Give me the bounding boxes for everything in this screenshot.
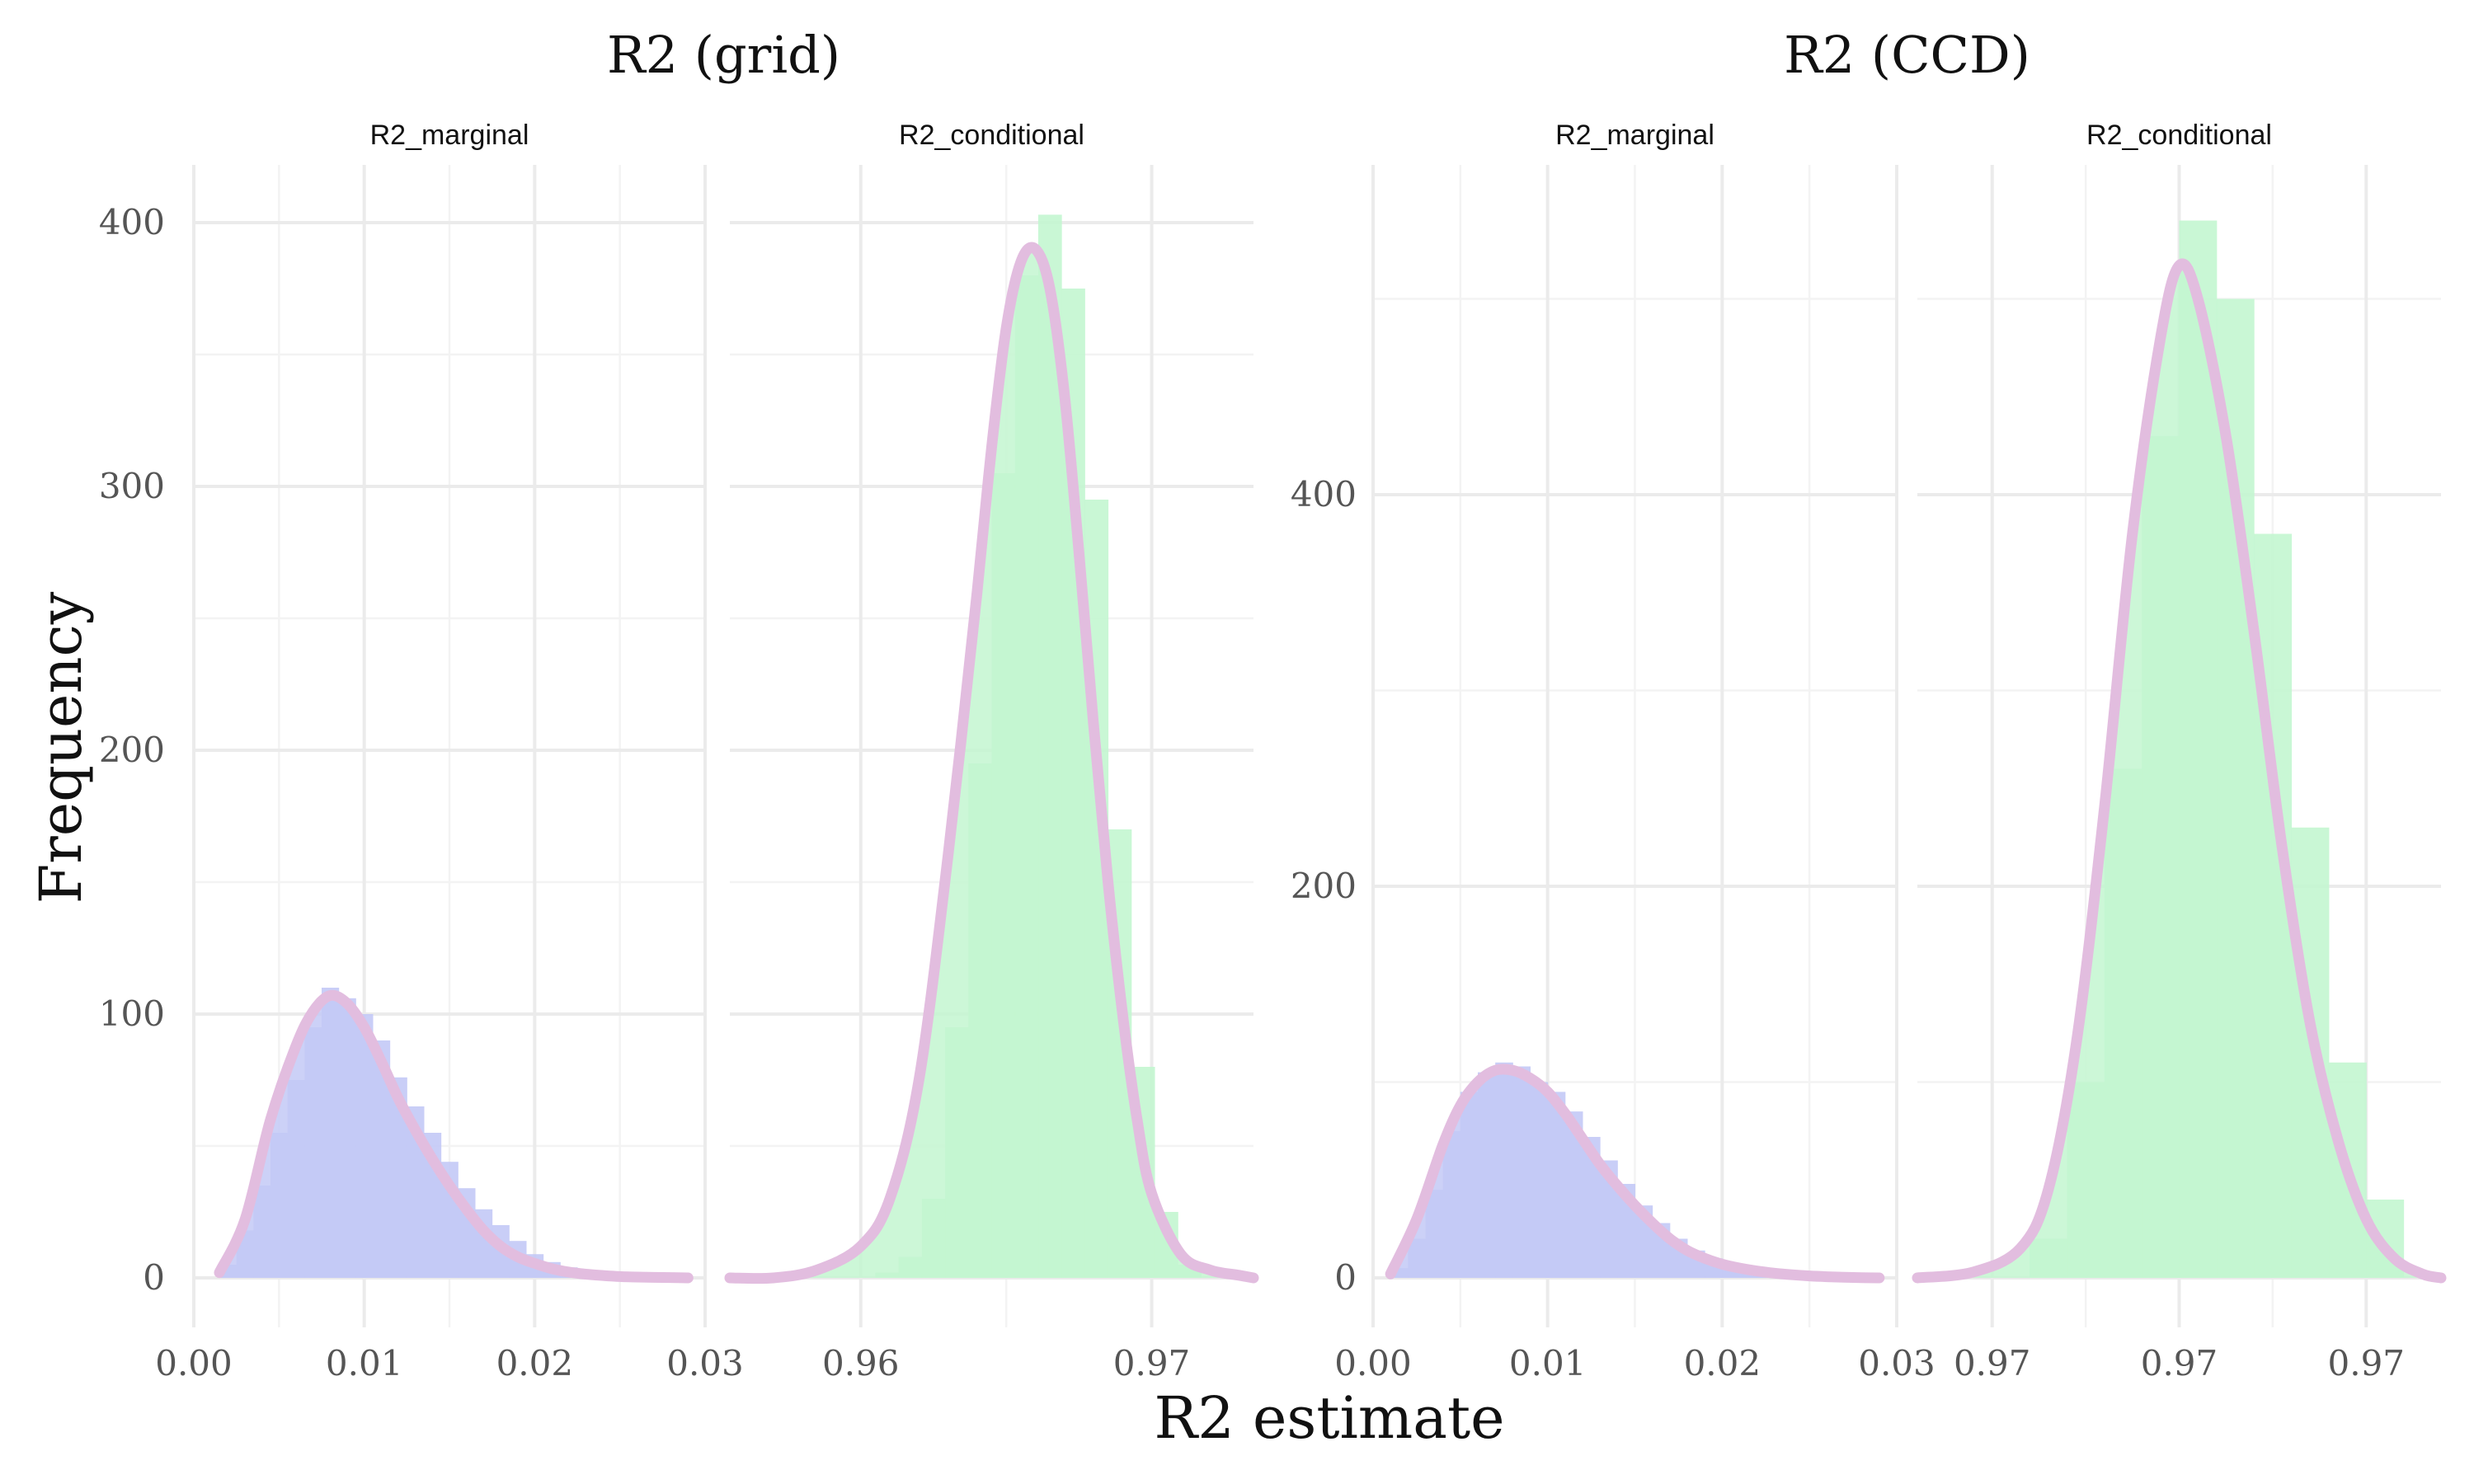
facet-r2-marginal: R2_marginal 0.00 0.01 0.02 0.03 xyxy=(155,120,744,1383)
x-tick-label: 0.02 xyxy=(496,1343,574,1383)
x-tick-label: 0.01 xyxy=(326,1343,403,1383)
chart-group-2: R2 (CCD) 0 200 400 R2_marginal 0.00 0.01 0.02 0.… xyxy=(1291,25,2447,1383)
facet-r2-conditional: R2_conditional 0.97 0.97 0.97 xyxy=(1912,120,2447,1383)
density-area xyxy=(1390,1070,1879,1278)
x-axis-title: R2 estimate xyxy=(1154,1384,1504,1452)
x-tick-label: 0.00 xyxy=(155,1343,233,1383)
y-tick-label: 300 xyxy=(99,466,165,506)
facet-title: R2_marginal xyxy=(1555,120,1714,151)
x-tick-label: 0.03 xyxy=(666,1343,744,1383)
y-tick-label: 400 xyxy=(1291,474,1357,514)
x-tick-label: 0.97 xyxy=(2141,1343,2218,1383)
x-tick-label: 0.97 xyxy=(1954,1343,2031,1383)
x-tick-label: 0.01 xyxy=(1509,1343,1587,1383)
y-tick-label: 100 xyxy=(99,993,165,1034)
density-line xyxy=(1912,258,2447,1284)
y-tick-label: 0 xyxy=(1334,1257,1357,1298)
y-tick-label: 400 xyxy=(99,202,165,242)
facet-title: R2_conditional xyxy=(899,120,1084,151)
y-tick-label: 0 xyxy=(143,1257,165,1298)
y-tick-label: 200 xyxy=(99,730,165,770)
x-tick-label: 0.03 xyxy=(1858,1343,1935,1383)
density-line xyxy=(1385,1064,1885,1284)
group-title: R2 (grid) xyxy=(607,25,840,85)
x-tick-label: 0.96 xyxy=(822,1343,900,1383)
density-line xyxy=(724,242,1259,1284)
group-title: R2 (CCD) xyxy=(1784,25,2030,85)
chart-group-1: R2 (grid) 0 100 200 300 400 R2_marginal 0.00 0.0… xyxy=(99,25,1259,1383)
x-tick-label: 0.97 xyxy=(2328,1343,2406,1383)
facet-r2-marginal: R2_marginal 0.00 0.01 0.02 0.03 xyxy=(1334,120,1935,1383)
facet-r2-conditional: R2_conditional 0.96 0.97 xyxy=(724,120,1259,1383)
y-tick-label: 200 xyxy=(1291,866,1357,906)
x-tick-label: 0.00 xyxy=(1334,1343,1412,1383)
density-area xyxy=(219,995,689,1278)
density-line xyxy=(214,989,694,1284)
facet-title: R2_marginal xyxy=(370,120,529,151)
x-tick-label: 0.02 xyxy=(1684,1343,1761,1383)
y-axis-title: Frequency xyxy=(27,591,95,904)
facet-title: R2_conditional xyxy=(2086,120,2272,151)
x-tick-label: 0.97 xyxy=(1113,1343,1191,1383)
